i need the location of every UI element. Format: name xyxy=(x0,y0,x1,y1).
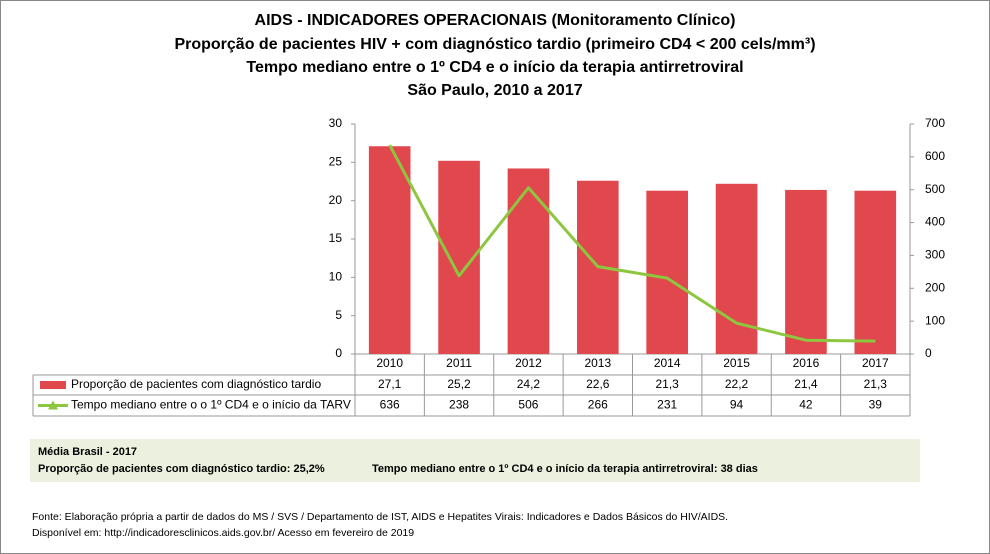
table-value: 42 xyxy=(799,398,813,412)
chart-title: Tempo mediano entre o 1º CD4 e o início … xyxy=(246,59,743,76)
y2-tick-label: 0 xyxy=(925,346,932,360)
y-tick-label: 25 xyxy=(329,155,343,169)
x-tick-label: 2013 xyxy=(584,356,611,370)
chart-title: AIDS - INDICADORES OPERACIONAIS (Monitor… xyxy=(255,12,736,29)
bar xyxy=(646,190,688,354)
y-tick-label: 0 xyxy=(335,346,342,360)
y2-tick-label: 200 xyxy=(925,280,945,294)
bar xyxy=(715,183,758,354)
y2-tick-label: 400 xyxy=(925,215,945,229)
y2-tick-label: 300 xyxy=(925,248,945,262)
y2-tick-label: 700 xyxy=(925,116,945,130)
summary-box xyxy=(30,439,920,482)
y2-tick-label: 600 xyxy=(925,149,945,163)
y-tick-label: 5 xyxy=(335,308,342,322)
legend-marker xyxy=(48,400,58,410)
x-tick-label: 2011 xyxy=(446,356,472,370)
chart-title: Proporção de pacientes HIV + com diagnós… xyxy=(174,36,815,53)
summary-title: Média Brasil - 2017 xyxy=(38,446,137,458)
table-value: 94 xyxy=(730,398,744,412)
footer: Fonte: Elaboração própria a partir de da… xyxy=(32,511,728,523)
legend-label: Proporção de pacientes com diagnóstico t… xyxy=(71,377,321,391)
x-tick-label: 2012 xyxy=(515,356,542,370)
summary-item: Proporção de pacientes com diagnóstico t… xyxy=(38,463,325,475)
table-value: 24,2 xyxy=(517,377,541,391)
x-tick-label: 2017 xyxy=(862,356,889,370)
bar xyxy=(854,190,897,354)
table-value: 506 xyxy=(518,398,538,412)
table-value: 39 xyxy=(869,398,883,412)
bar xyxy=(368,146,411,354)
table-value: 22,6 xyxy=(586,377,610,391)
x-tick-label: 2014 xyxy=(654,356,681,370)
footer: Disponível em: http://indicadoresclinico… xyxy=(32,527,414,539)
legend-marker xyxy=(40,381,66,389)
x-tick-label: 2015 xyxy=(723,356,750,370)
bar xyxy=(507,168,550,354)
table-value: 25,2 xyxy=(447,377,471,391)
x-tick-label: 2010 xyxy=(376,356,403,370)
table-value: 21,3 xyxy=(656,377,680,391)
table-value: 27,1 xyxy=(378,377,402,391)
y2-tick-label: 500 xyxy=(925,182,945,196)
x-tick-label: 2016 xyxy=(793,356,820,370)
summary-item: Tempo mediano entre o 1º CD4 e o início … xyxy=(372,463,758,475)
y2-tick-label: 100 xyxy=(925,313,945,327)
y-tick-label: 30 xyxy=(329,116,343,130)
bar xyxy=(785,189,827,354)
table-value: 266 xyxy=(588,398,608,412)
table-value: 22,2 xyxy=(725,377,749,391)
table-value: 636 xyxy=(380,398,400,412)
table-value: 231 xyxy=(657,398,677,412)
table-value: 21,4 xyxy=(794,377,818,391)
y-tick-label: 20 xyxy=(329,193,343,207)
legend-label: Tempo mediano entre o o 1º CD4 e o iníci… xyxy=(71,398,351,412)
y-tick-label: 10 xyxy=(329,270,343,284)
y-tick-label: 15 xyxy=(329,231,343,245)
table-value: 238 xyxy=(449,398,469,412)
chart-title: São Paulo, 2010 a 2017 xyxy=(407,82,582,99)
table-value: 21,3 xyxy=(864,377,888,391)
line xyxy=(388,144,876,343)
